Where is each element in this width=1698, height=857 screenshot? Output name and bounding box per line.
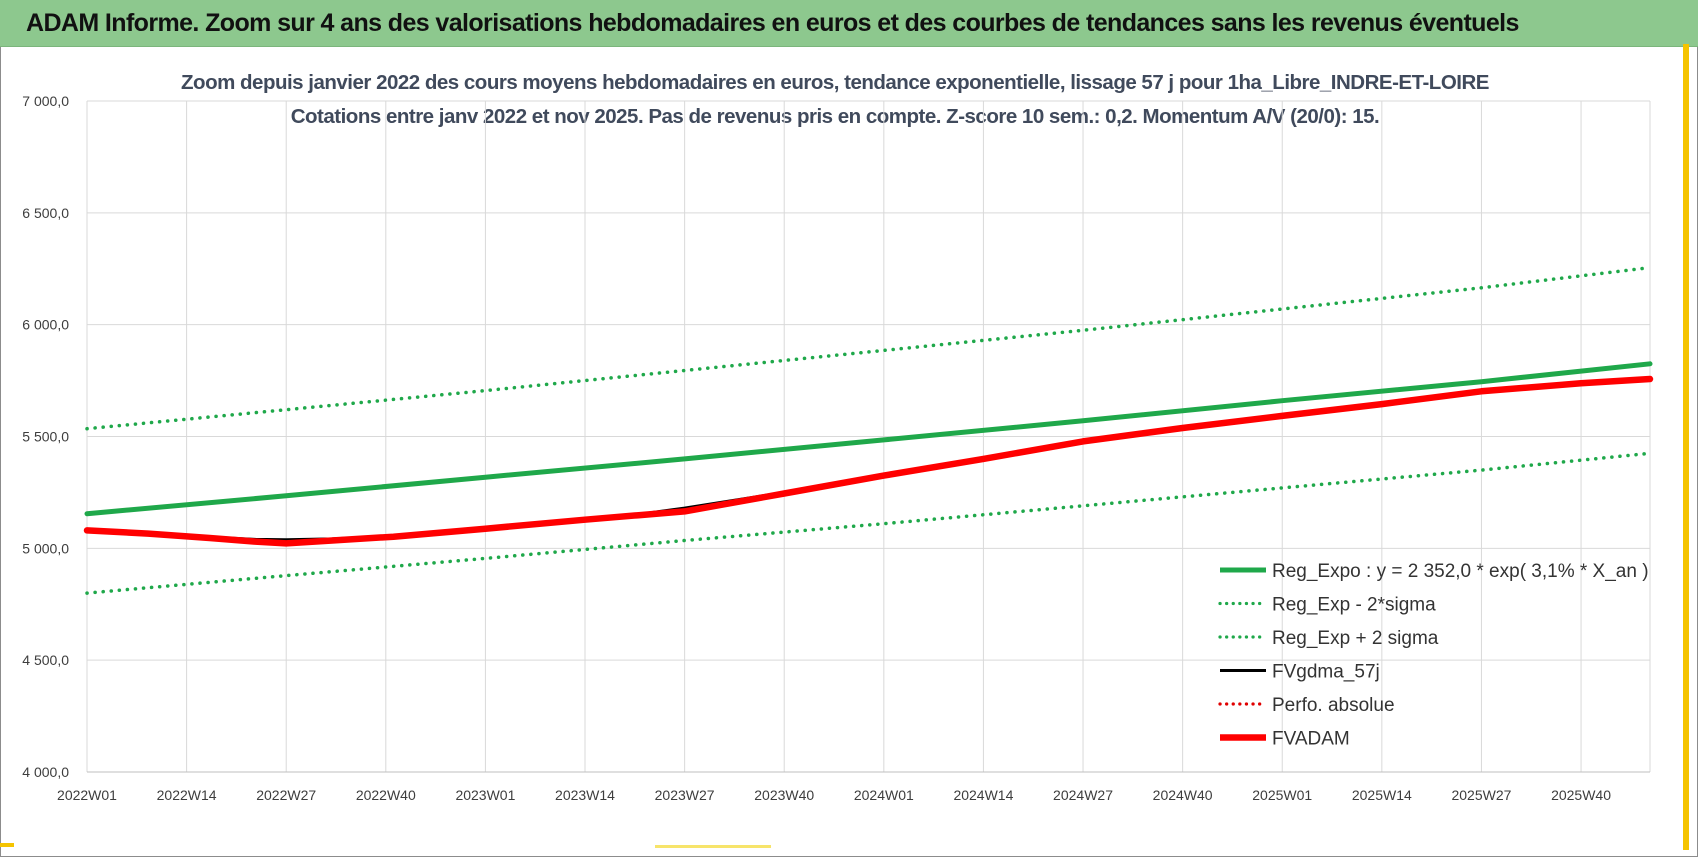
legend-label: FVADAM: [1272, 729, 1350, 750]
y-tick-label: 4 000,0: [22, 764, 69, 780]
decorative-accent-left: [0, 843, 14, 847]
legend-label: Reg_Exp - 2*sigma: [1272, 595, 1436, 616]
decorative-accent-right: [1683, 44, 1689, 850]
x-tick-label: 2022W27: [256, 787, 316, 803]
series-line: [83, 375, 1654, 547]
x-tick-label: 2024W27: [1053, 787, 1113, 803]
decorative-accent-bottom: [655, 845, 771, 848]
y-tick-label: 6 500,0: [22, 205, 69, 221]
y-tick-label: 6 000,0: [22, 317, 69, 333]
report-header: ADAM Informe. Zoom sur 4 ans des valoris…: [0, 0, 1698, 47]
legend-label: Perfo. absolue: [1272, 695, 1395, 716]
report-title: ADAM Informe. Zoom sur 4 ans des valoris…: [26, 9, 1519, 37]
y-tick-label: 5 500,0: [22, 429, 69, 445]
x-tick-label: 2022W01: [57, 787, 117, 803]
legend-label: Reg_Exp + 2 sigma: [1272, 628, 1439, 649]
chart-title-line2: Cotations entre janv 2022 et nov 2025. P…: [290, 105, 1380, 128]
x-tick-label: 2025W14: [1352, 787, 1412, 803]
series-line: [84, 361, 1653, 517]
x-tick-label: 2022W14: [157, 787, 217, 803]
x-tick-label: 2023W40: [754, 787, 814, 803]
legend-label: Reg_Expo : y = 2 352,0 * exp( 3,1% * X_a…: [1272, 561, 1649, 582]
x-tick-label: 2024W40: [1153, 787, 1213, 803]
x-tick-label: 2024W01: [854, 787, 914, 803]
series-line: [85, 451, 1652, 595]
chart-title-line1: Zoom depuis janvier 2022 des cours moyen…: [181, 71, 1489, 94]
y-tick-label: 7 000,0: [22, 93, 69, 109]
x-tick-label: 2023W01: [455, 787, 515, 803]
series-line: [85, 265, 1652, 431]
x-tick-label: 2024W14: [953, 787, 1013, 803]
x-tick-label: 2025W27: [1451, 787, 1511, 803]
x-tick-label: 2023W14: [555, 787, 615, 803]
x-tick-label: 2023W27: [655, 787, 715, 803]
x-tick-label: 2025W40: [1551, 787, 1611, 803]
x-tick-label: 2025W01: [1252, 787, 1312, 803]
chart-title: Zoom depuis janvier 2022 des cours moyen…: [130, 66, 1540, 134]
x-tick-label: 2022W40: [356, 787, 416, 803]
y-tick-label: 5 000,0: [22, 540, 69, 556]
legend-label: FVgdma_57j: [1272, 662, 1380, 683]
y-tick-label: 4 500,0: [22, 652, 69, 668]
